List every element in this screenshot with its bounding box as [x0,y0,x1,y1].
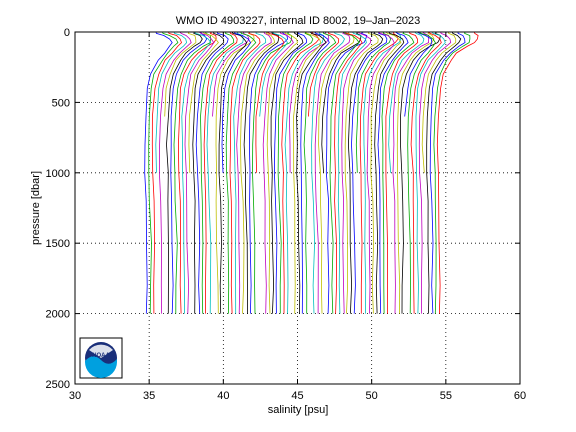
salinity-profile-line [262,31,294,314]
salinity-profile-line [158,31,192,314]
salinity-profile-line [243,31,280,314]
salinity-profile-line [377,31,409,314]
salinity-profile-line [229,31,261,314]
salinity-profile-line [351,31,388,314]
salinity-profile-line [225,31,257,314]
salinity-profile-line [355,31,392,173]
x-tick-label: 35 [143,390,155,402]
salinity-profile-line [288,31,330,173]
salinity-profile-line [164,31,197,117]
salinity-profile-line [344,31,379,314]
y-tick-label: 1500 [46,238,70,250]
x-tick-label: 45 [291,390,303,402]
salinity-profile-line [404,31,433,117]
salinity-profile-line [426,31,462,314]
salinity-profile-line [277,31,314,314]
salinity-profile-line [166,31,203,314]
y-axis-tick-labels: 0 500 1000 1500 2000 2500 [46,27,70,391]
salinity-profile-line [329,31,360,314]
salinity-profile-line [200,31,235,314]
salinity-profile-line [325,31,368,314]
salinity-profile-line [233,31,267,314]
salinity-profile-line [218,31,248,314]
salinity-profile-line [318,31,355,314]
salinity-profile-line [300,31,330,314]
salinity-profile-line [248,31,289,314]
salinity-profile-line [341,31,372,314]
salinity-profile-line [195,31,229,314]
salinity-profile-line [151,31,182,314]
y-axis-title: pressure [dbar] [30,171,42,245]
salinity-profile-line [192,31,225,314]
salinity-profile-line [184,31,215,314]
y-tick-label: 2500 [46,379,70,391]
salinity-profile-line [314,31,351,314]
salinity-profile-line [366,31,395,314]
salinity-profile-line [240,31,276,314]
salinity-profile-line [266,32,298,314]
x-axis-title: salinity [psu] [268,404,329,416]
y-tick-label: 0 [64,27,70,39]
x-tick-label: 40 [217,390,229,402]
salinity-profile-line [177,31,217,314]
salinity-profile-line [429,31,466,314]
salinity-profiles [144,31,479,314]
salinity-profile-line [293,31,322,314]
x-tick-label: 55 [440,390,452,402]
chart-title: WMO ID 4903227, internal ID 8002, 19–Jan… [176,15,421,27]
y-tick-label: 1000 [46,168,70,180]
x-tick-label: 60 [514,390,526,402]
salinity-profile-line [215,31,255,314]
salinity-profile-line [388,31,425,173]
x-tick-label: 30 [69,390,81,402]
salinity-profile-line [396,31,435,314]
salinity-profile-line [370,31,402,314]
x-tick-label: 50 [366,390,378,402]
salinity-profile-line [337,31,367,314]
salinity-profile-line [252,31,293,314]
salinity-profile-line [148,31,179,314]
salinity-profile-line [203,31,238,314]
salinity-profile-line [410,31,442,314]
svg-text:NOAA: NOAA [92,353,110,359]
salinity-profile-line [255,31,285,173]
salinity-profile-line [436,31,479,314]
salinity-profile-line [273,31,307,314]
salinity-profile-line [181,31,212,314]
salinity-profile-line [385,31,419,314]
salinity-profile-line [311,31,345,314]
salinity-profile-line [433,31,471,314]
salinity-profile-line [407,31,436,314]
salinity-profile-line [296,31,327,314]
salinity-profile-line [421,31,457,173]
salinity-profile-line [188,31,219,173]
x-axis-tick-labels: 30 35 40 45 50 55 60 [69,390,526,402]
y-tick-label: 2000 [46,309,70,321]
salinity-profile-line [400,31,441,314]
salinity-profile-line [284,31,324,314]
salinity-profile-line [374,31,405,314]
salinity-profile-line [221,31,252,173]
salinity-profile-line [303,31,337,314]
noaa-logo: NOAA [79,337,123,379]
salinity-profile-line [381,31,415,314]
salinity-profile-line [418,31,452,314]
salinity-profile-line [144,31,173,314]
salinity-profile-line [236,31,272,314]
salinity-profile-line [334,31,363,314]
y-tick-label: 500 [52,97,70,109]
salinity-profile-line [308,31,340,117]
salinity-profile-line [415,31,446,314]
salinity-profile-line [347,31,384,314]
axis-ticks [74,31,521,385]
salinity-profile-line [270,31,304,314]
salinity-profile-line [155,31,188,173]
salinity-profile-line [259,31,288,117]
